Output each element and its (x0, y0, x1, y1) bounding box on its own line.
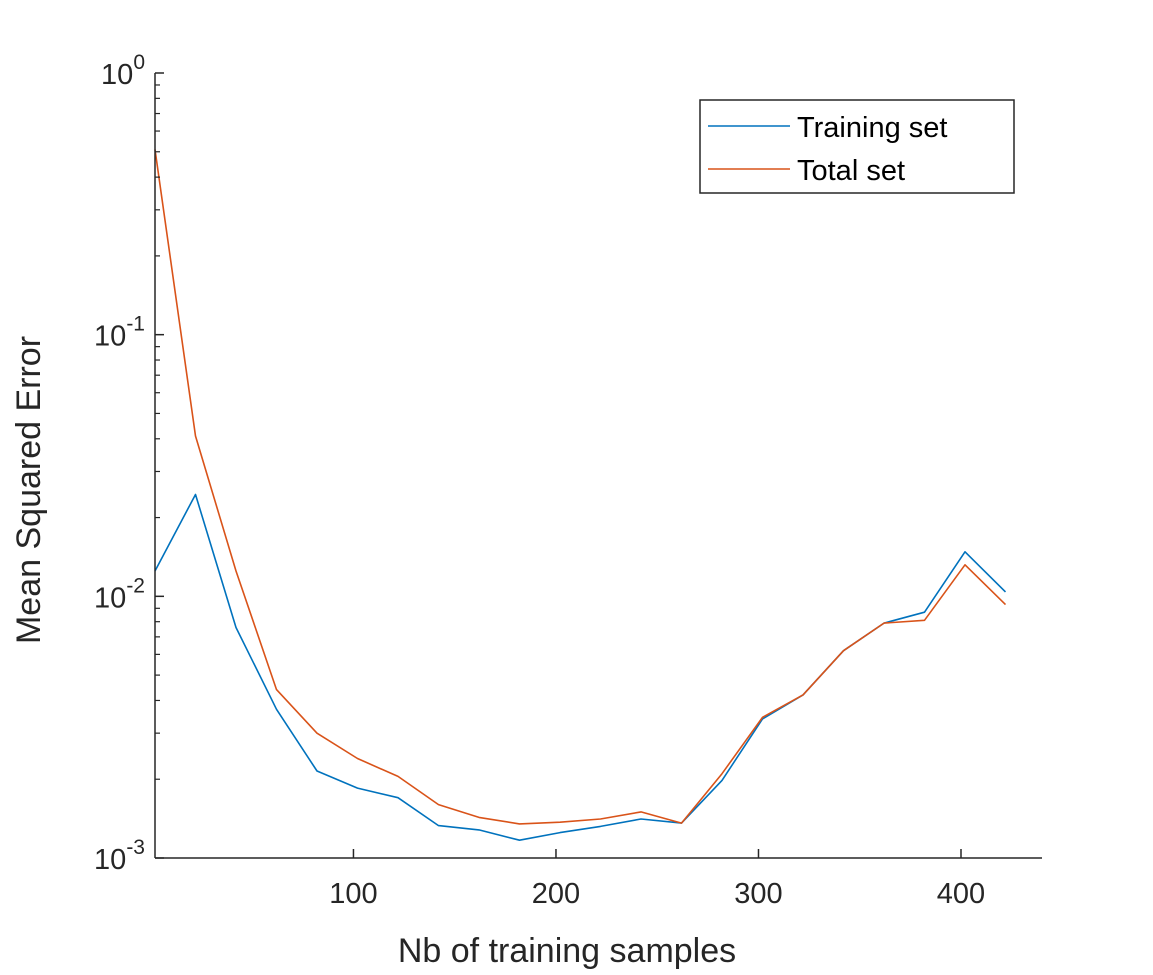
legend: Training set Total set (699, 99, 1015, 194)
y-tick-label: 100 (101, 51, 145, 91)
series-layer (154, 149, 1007, 842)
axes-layer: 100 200 300 400 10-3 10-2 10-1 100 (94, 51, 1042, 910)
series-line-total-set (154, 149, 1007, 825)
y-tick-label: 10-1 (94, 313, 145, 353)
x-tick-label: 300 (734, 878, 782, 910)
y-axis-title: Mean Squared Error (10, 336, 48, 644)
x-tick-label: 200 (532, 878, 580, 910)
legend-label-total-set: Total set (797, 155, 905, 187)
x-tick-label: 100 (329, 878, 377, 910)
x-axis-title: Nb of training samples (398, 932, 736, 970)
legend-label-training-set: Training set (797, 112, 947, 144)
y-tick-label: 10-3 (94, 836, 145, 876)
y-tick-label: 10-2 (94, 574, 145, 614)
x-tick-label: 400 (937, 878, 985, 910)
legend-box (699, 99, 1015, 194)
